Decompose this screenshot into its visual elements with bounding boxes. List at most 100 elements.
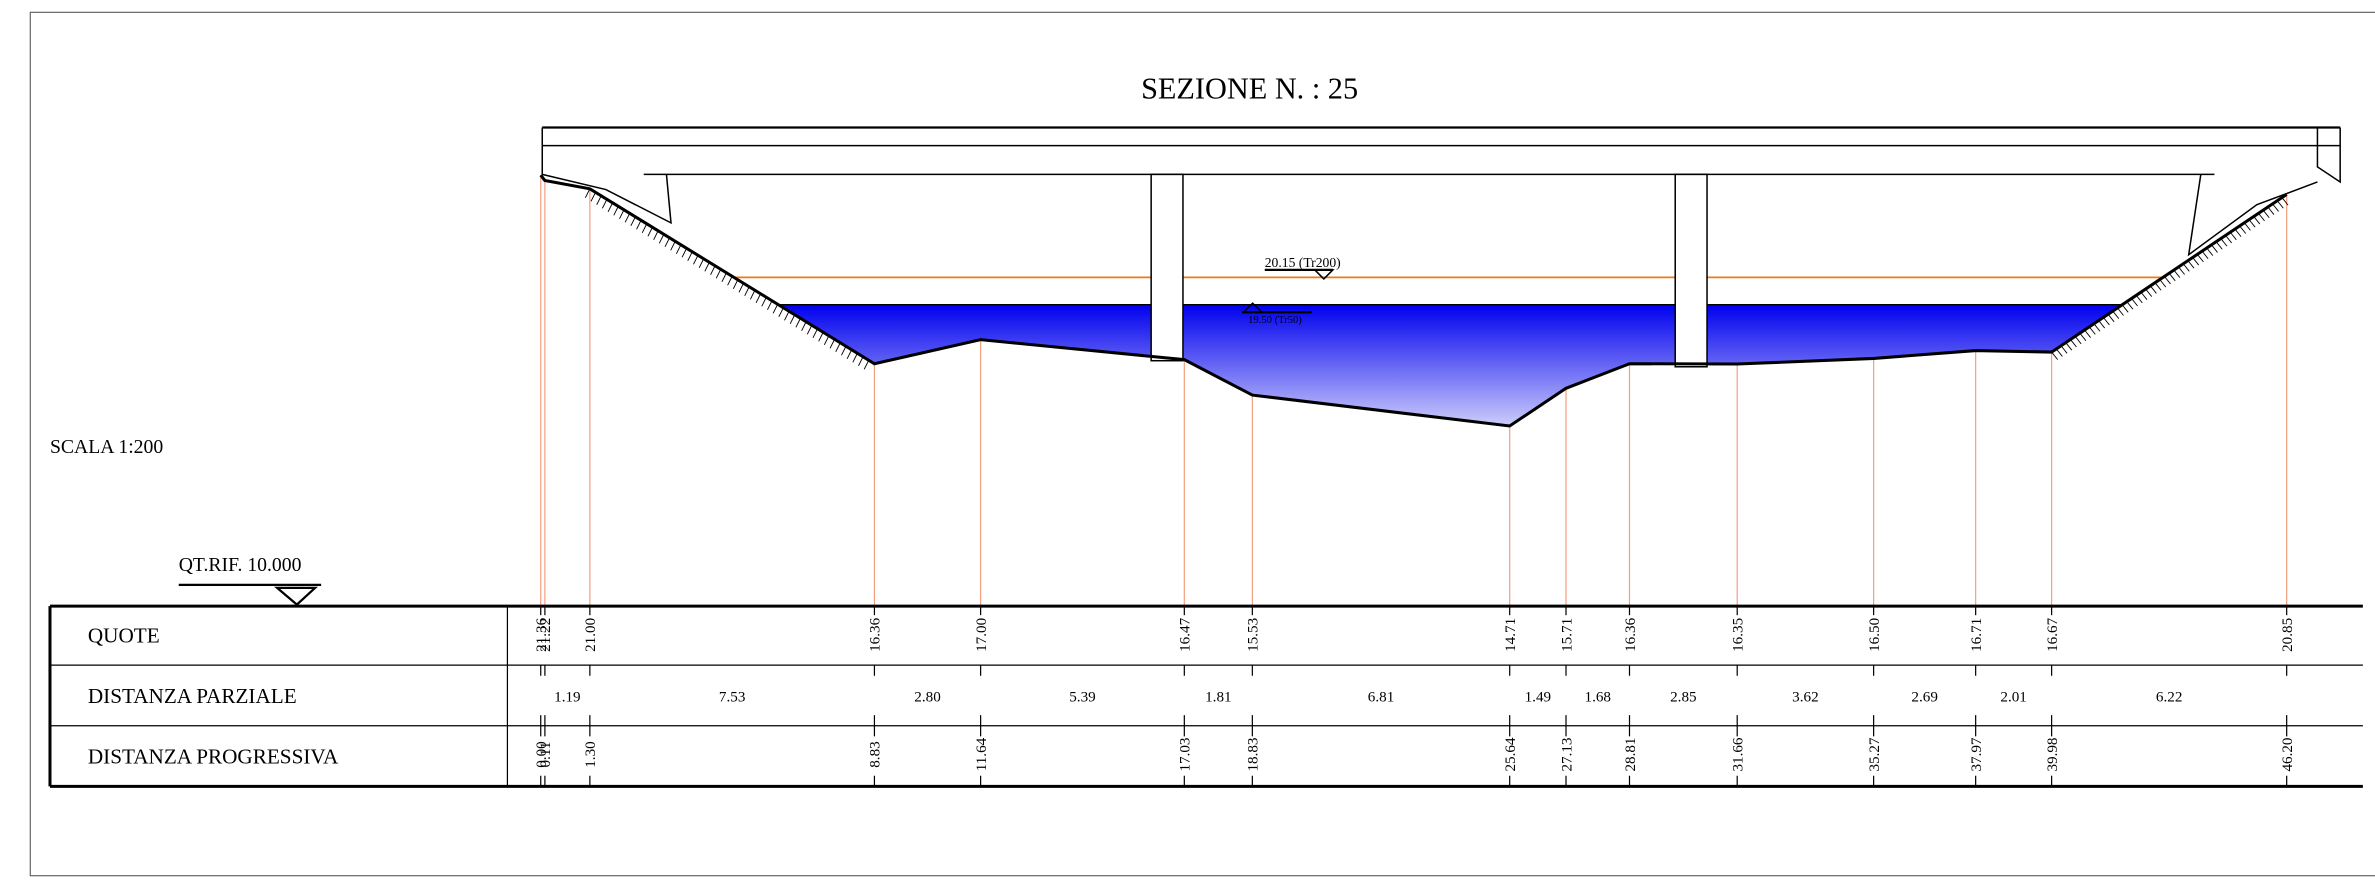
quote-label: 16.67 [2045, 617, 2061, 651]
partial-label: 1.49 [1525, 690, 1551, 706]
bank-hatch [607, 202, 614, 213]
bank-hatch [846, 349, 853, 360]
bank-hatch [2112, 310, 2120, 319]
bank-hatch [767, 300, 773, 311]
bank-hatch [693, 255, 699, 265]
bank-hatch [863, 360, 870, 370]
bank-hatch [2070, 339, 2077, 348]
bank-hatch [2102, 317, 2110, 326]
bank-hatch [653, 230, 659, 241]
progressive-label: 31.66 [1731, 737, 1747, 771]
bank-hatch [2093, 323, 2101, 332]
progressive-label: 8.83 [868, 741, 884, 767]
bank-hatch [2131, 298, 2138, 307]
bank-hatch [2178, 266, 2185, 275]
bank-hatch [601, 199, 608, 209]
partial-label: 3.62 [1792, 690, 1818, 706]
partial-label: 1.81 [1205, 690, 1231, 706]
bank-hatch [2211, 244, 2218, 253]
bank-hatch [2262, 209, 2270, 219]
bank-hatch [2187, 260, 2195, 269]
partial-label: 2.80 [914, 690, 940, 706]
bank-hatch [658, 234, 665, 244]
bank-hatch [698, 258, 705, 269]
water-label-tr200: 20.15 (Tr200) [1265, 255, 1341, 271]
progressive-label: 28.81 [1623, 738, 1639, 772]
bank-hatch [2088, 326, 2096, 335]
quote-label: 16.50 [1867, 618, 1883, 652]
bank-hatch [2197, 254, 2204, 263]
partial-label: 2.85 [1670, 690, 1696, 706]
bank-hatch [2272, 203, 2279, 212]
bank-hatch [596, 195, 602, 206]
row-label: QUOTE [88, 623, 160, 647]
bank-hatch [2234, 228, 2242, 237]
bank-hatch [630, 216, 636, 227]
progressive-label: 17.03 [1178, 738, 1194, 772]
bank-hatch [858, 356, 864, 367]
bank-hatch [795, 318, 801, 328]
bank-hatch [681, 248, 688, 258]
bank-hatch [2276, 200, 2284, 209]
bank-hatch [2117, 307, 2124, 316]
bank-hatch [818, 332, 824, 342]
bank-hatch [2173, 269, 2181, 278]
bank-hatch [2201, 250, 2209, 260]
bank-hatch [647, 227, 653, 237]
partial-label: 2.01 [2000, 690, 2026, 706]
bank-hatch [852, 353, 858, 363]
progressive-label: 1.30 [583, 741, 599, 767]
bank-hatch [2126, 301, 2134, 310]
bank-hatch [2107, 313, 2115, 323]
bank-hatch [755, 293, 762, 304]
bank-hatch [704, 262, 710, 272]
water [540, 304, 2287, 426]
progressive-label: 25.64 [1503, 737, 1519, 771]
bank-hatch [2154, 282, 2162, 291]
bank-hatch [2225, 235, 2232, 244]
row-label: DISTANZA PARZIALE [88, 684, 297, 708]
bank-hatch [789, 314, 796, 325]
partial-label: 2.69 [1911, 690, 1937, 706]
bank-hatch [806, 325, 813, 335]
bank-hatch [2149, 285, 2157, 294]
bank-hatch [2079, 332, 2087, 341]
partial-label: 1.68 [1585, 690, 1611, 706]
bank-hatch [2060, 345, 2068, 354]
bank-hatch [744, 286, 750, 297]
bank-hatch [721, 272, 727, 283]
partial-label: 1.19 [554, 690, 580, 706]
bank-hatch [772, 304, 779, 314]
water-marker [1241, 302, 1264, 313]
bank-hatch [710, 265, 716, 276]
bank-hatch [2206, 247, 2214, 256]
bank-hatch [2164, 276, 2171, 285]
bank-hatch [2055, 348, 2063, 357]
quote-label: 21.22 [538, 618, 554, 652]
quote-label: 14.71 [1503, 618, 1519, 652]
progressive-label: 27.13 [1559, 738, 1575, 772]
bank-hatch [2182, 263, 2190, 272]
bank-hatch [812, 328, 818, 339]
bank-hatch [664, 237, 670, 248]
bank-hatch [823, 335, 830, 346]
bank-hatch [2159, 279, 2167, 288]
reference-label: QT.RIF. 10.000 [179, 554, 302, 576]
bank-hatch [687, 251, 693, 262]
partial-label: 5.39 [1069, 690, 1095, 706]
bank-hatch [2253, 216, 2261, 225]
bank-hatch [2145, 288, 2153, 297]
scale-label: SCALA 1:200 [50, 436, 163, 458]
progressive-label: 0.11 [538, 742, 554, 768]
water-marker [1312, 269, 1335, 280]
bank-hatch [761, 297, 767, 307]
reference-marker [274, 586, 318, 607]
bank-hatch [2168, 272, 2176, 282]
bridge [541, 126, 2341, 368]
bank-hatch [2281, 197, 2289, 206]
quote-label: 16.71 [1969, 618, 1985, 652]
progressive-label: 37.97 [1969, 737, 1985, 771]
bank-hatch [732, 279, 739, 290]
progressive-label: 0.00 [534, 741, 550, 767]
progressive-label: 39.98 [2045, 738, 2061, 772]
